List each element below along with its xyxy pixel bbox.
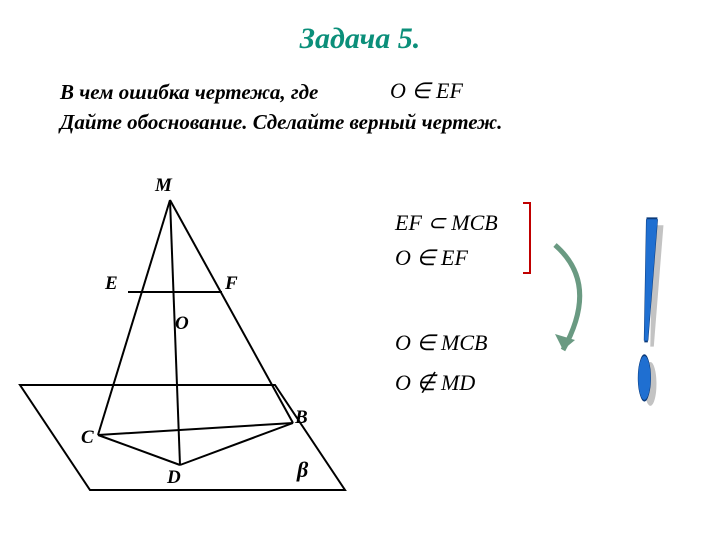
label-beta: β bbox=[297, 457, 308, 483]
derivation-line-1: O ∈ EF bbox=[395, 245, 468, 271]
label-F: F bbox=[225, 273, 238, 295]
label-C: C bbox=[81, 427, 94, 449]
label-D: D bbox=[167, 467, 181, 489]
derivation-line-3: O ∉ MD bbox=[395, 370, 475, 396]
implication-arrow bbox=[545, 240, 615, 370]
derivation-bracket bbox=[520, 200, 540, 280]
label-M: M bbox=[155, 175, 172, 197]
geometry-figure: M E F O C B Dβ bbox=[15, 175, 365, 520]
exclamation-mark: ! bbox=[633, 151, 662, 461]
prompt-line-1: В чем ошибка чертежа, где bbox=[60, 80, 318, 105]
figure-svg bbox=[15, 175, 365, 515]
label-E: E bbox=[105, 273, 118, 295]
derivation-line-2: O ∈ MCB bbox=[395, 330, 488, 356]
inline-condition: O ∈ EF bbox=[390, 78, 463, 104]
page-title: Задача 5. bbox=[0, 22, 720, 56]
label-B: B bbox=[295, 407, 308, 429]
prompt-line-2: Дайте обоснование. Сделайте верный черте… bbox=[60, 110, 502, 135]
derivation-line-0: EF ⊂ MCB bbox=[395, 210, 498, 236]
label-O: O bbox=[175, 313, 189, 335]
